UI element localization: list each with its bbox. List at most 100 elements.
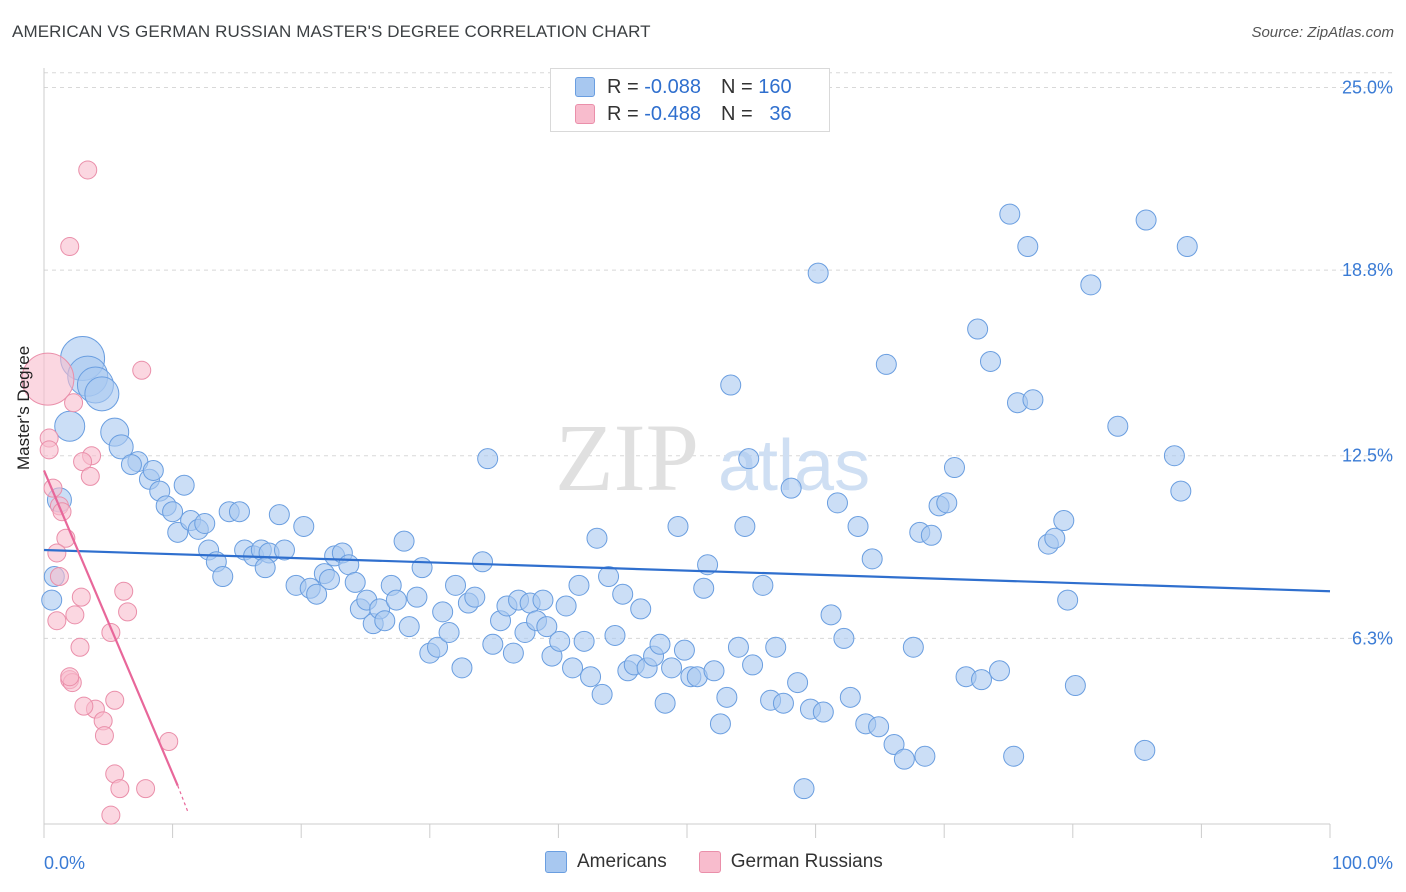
americans-point — [393, 530, 415, 552]
americans-point — [967, 318, 989, 340]
americans-point — [1003, 745, 1025, 767]
americans-point — [555, 595, 577, 617]
americans-point — [920, 524, 942, 546]
german-russians-point — [114, 581, 134, 601]
americans-point — [752, 574, 774, 596]
german-russians-point — [118, 602, 138, 622]
americans-point — [893, 748, 915, 770]
americans-point — [598, 566, 620, 588]
americans-trend-line — [43, 548, 1331, 593]
legend-row-americans: R = -0.088 N = 160 — [575, 75, 792, 99]
americans-legend-swatch — [545, 851, 567, 873]
americans-point — [427, 636, 449, 658]
americans-point — [477, 448, 499, 470]
americans-point — [432, 601, 454, 623]
german-russians-point — [49, 567, 69, 587]
americans-point — [338, 554, 360, 576]
americans-point — [212, 566, 234, 588]
trend-lines — [42, 470, 1331, 813]
watermark-zip: ZIP — [555, 404, 699, 511]
americans-point — [847, 515, 869, 537]
americans-point — [385, 589, 407, 611]
german-russians-point — [78, 160, 98, 180]
german-russians-point — [110, 779, 130, 799]
correlation-legend: R = -0.088 N = 160 R = -0.488 N = 36 — [550, 68, 830, 132]
americans-point — [173, 474, 195, 496]
german-russians-swatch — [575, 104, 595, 124]
y-tick-labels: 6.3% 12.5% 18.8% 25.0% — [1342, 77, 1393, 648]
german-russians-legend-label: German Russians — [730, 851, 883, 872]
americans-point — [703, 660, 725, 682]
americans-point — [630, 598, 652, 620]
german-russians-point — [60, 237, 80, 257]
americans-point — [979, 350, 1001, 372]
americans-point — [1053, 510, 1075, 532]
americans-point — [586, 527, 608, 549]
americans-point — [720, 374, 742, 396]
americans-point — [1135, 209, 1157, 231]
americans-point — [54, 410, 86, 442]
americans-point — [649, 633, 671, 655]
german-russians-point — [74, 696, 94, 716]
americans-point — [709, 713, 731, 735]
chart-title: AMERICAN VS GERMAN RUSSIAN MASTER'S DEGR… — [12, 22, 651, 41]
americans-point — [861, 548, 883, 570]
legend-r-value: -0.088 — [644, 75, 701, 98]
americans-point — [464, 586, 486, 608]
german-russians-point — [80, 466, 100, 486]
german-russians-legend-swatch — [698, 851, 721, 873]
americans-point — [580, 666, 602, 688]
americans-point — [654, 692, 676, 714]
americans-point — [472, 551, 494, 573]
americans-point — [406, 586, 428, 608]
americans-point — [693, 577, 715, 599]
german-russians-points — [21, 160, 179, 825]
americans-point — [661, 657, 683, 679]
german-russians-point — [73, 452, 93, 472]
americans-point — [765, 636, 787, 658]
legend-r-label: R = — [607, 102, 639, 125]
americans-point — [673, 639, 695, 661]
americans-point — [254, 557, 276, 579]
americans-point — [883, 733, 905, 755]
americans-point — [318, 568, 340, 590]
americans-point — [162, 501, 184, 523]
americans-point — [604, 624, 626, 646]
americans-point — [273, 539, 295, 561]
americans-point — [914, 745, 936, 767]
x-tick-label-min: 0.0% — [44, 853, 85, 873]
americans-point — [826, 492, 848, 514]
americans-point — [738, 448, 760, 470]
german-russians-point — [101, 805, 121, 825]
americans-point — [902, 636, 924, 658]
americans-point — [868, 716, 890, 738]
german-russians-point — [71, 587, 91, 607]
german-russians-point — [94, 726, 114, 746]
german-russians-trend-line — [42, 470, 179, 787]
americans-point — [1017, 236, 1039, 258]
americans-point — [108, 434, 134, 460]
german-russians-point — [21, 352, 75, 406]
americans-point — [306, 583, 328, 605]
americans-point — [772, 692, 794, 714]
americans-point — [820, 604, 842, 626]
americans-point — [716, 686, 738, 708]
americans-point — [787, 672, 809, 694]
german-russians-point — [47, 611, 67, 631]
americans-legend-label: Americans — [577, 851, 667, 872]
americans-swatch — [575, 77, 595, 97]
americans-point — [727, 636, 749, 658]
americans-point — [562, 657, 584, 679]
americans-point — [1080, 274, 1102, 296]
americans-point — [41, 589, 63, 611]
german-russians-point — [47, 543, 67, 563]
americans-point — [667, 515, 689, 537]
americans-point — [943, 457, 965, 479]
legend-n-value: 36 — [769, 102, 792, 125]
y-axis-label: Master's Degree — [14, 345, 33, 470]
x-tick-labels: 0.0% 100.0% — [44, 853, 1393, 873]
americans-point — [568, 574, 590, 596]
legend-n-value: 160 — [758, 75, 792, 98]
americans-point — [445, 574, 467, 596]
